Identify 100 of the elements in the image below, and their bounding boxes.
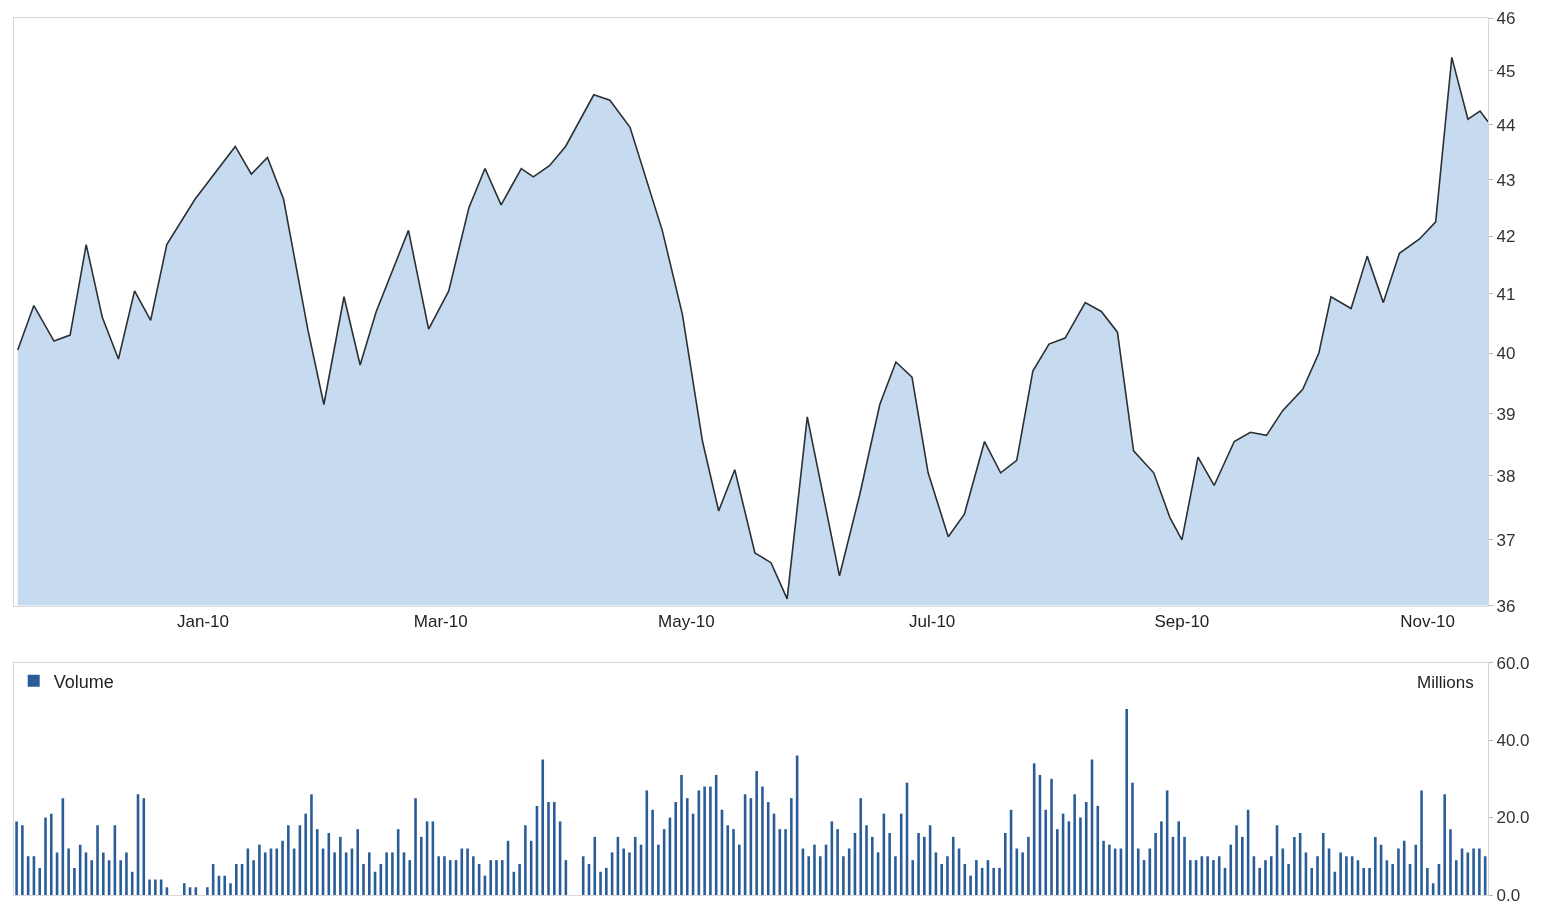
bar	[21, 825, 24, 895]
bar	[448, 860, 452, 895]
bar	[1362, 867, 1366, 895]
bar	[1206, 856, 1209, 895]
bar	[258, 844, 261, 895]
bar	[443, 856, 446, 895]
x-tick-label: Sep-10	[1154, 611, 1210, 631]
bar	[315, 829, 319, 895]
bar	[500, 860, 504, 895]
y-tick-label: 41	[1496, 284, 1516, 304]
bar	[599, 871, 602, 895]
bar	[362, 864, 365, 895]
bar	[1374, 836, 1377, 895]
bar	[778, 829, 782, 895]
bar	[1056, 829, 1059, 895]
bar	[709, 786, 712, 895]
bar	[1212, 860, 1215, 895]
bar	[1021, 852, 1024, 895]
bar	[1079, 817, 1082, 895]
bar	[1426, 867, 1429, 895]
bar	[917, 833, 920, 895]
bar	[1264, 860, 1267, 895]
bar	[356, 829, 360, 895]
bar	[894, 856, 897, 895]
y-tick-label: 44	[1496, 115, 1516, 135]
x-tick-label: Jan-10	[177, 611, 230, 631]
bar	[992, 867, 996, 895]
bar	[1188, 860, 1192, 895]
bar	[1241, 836, 1244, 895]
bar	[96, 825, 99, 895]
bar	[229, 883, 232, 895]
x-tick-label: Jul-10	[909, 611, 956, 631]
bar	[67, 848, 70, 895]
bar	[90, 860, 94, 895]
bar	[969, 875, 972, 895]
legend-label: Volume	[53, 671, 114, 692]
bar	[899, 813, 903, 895]
bar	[703, 786, 706, 895]
bar	[102, 852, 105, 895]
bar	[998, 867, 1001, 895]
bar	[287, 825, 290, 895]
bar	[472, 856, 475, 895]
y-tick-label: 40.0	[1496, 731, 1530, 751]
bar	[1287, 864, 1290, 895]
y-tick-label: 39	[1496, 404, 1516, 424]
bar	[784, 829, 787, 895]
bar	[1391, 864, 1394, 895]
bar	[593, 836, 597, 895]
bar	[870, 836, 874, 895]
bar	[125, 852, 128, 895]
bar	[1368, 867, 1371, 895]
bar	[911, 860, 915, 895]
bar	[1397, 848, 1400, 895]
bar	[339, 836, 342, 895]
bar	[1136, 848, 1140, 895]
bar	[790, 798, 793, 895]
bar	[437, 856, 440, 895]
bar	[1217, 856, 1221, 895]
bar	[1160, 821, 1163, 895]
y-tick-label: 46	[1496, 8, 1516, 28]
bar	[1027, 836, 1030, 895]
bar	[1183, 836, 1186, 895]
y-tick-label: 38	[1496, 466, 1516, 486]
bar	[223, 875, 227, 895]
bar	[1258, 867, 1261, 895]
bar	[628, 852, 631, 895]
bar	[674, 802, 678, 895]
bar	[552, 802, 556, 895]
bar	[940, 864, 943, 895]
bar	[651, 809, 654, 895]
bar	[755, 771, 758, 895]
bar	[489, 860, 492, 895]
y-tick-label: 45	[1496, 61, 1516, 81]
bar	[1003, 833, 1007, 895]
bar	[15, 821, 18, 895]
bar	[1108, 844, 1111, 895]
bar	[1073, 794, 1076, 895]
bar	[1316, 856, 1319, 895]
bar	[44, 817, 47, 895]
bar	[541, 759, 545, 895]
bar	[865, 825, 868, 895]
bar	[1096, 805, 1100, 895]
bar	[414, 798, 417, 895]
bar	[420, 836, 423, 895]
bar	[130, 871, 134, 895]
bar	[119, 860, 122, 895]
bar	[1229, 844, 1233, 895]
bar	[842, 856, 845, 895]
bar	[547, 802, 550, 895]
bar	[1044, 809, 1048, 895]
bar	[685, 798, 689, 895]
bar	[766, 802, 770, 895]
bar	[1154, 833, 1157, 895]
bar	[263, 852, 267, 895]
bar	[49, 813, 53, 895]
bar	[1084, 802, 1088, 895]
bar	[1269, 856, 1273, 895]
bar	[154, 879, 157, 895]
bar	[148, 879, 151, 895]
y-tick-label: 0.0	[1496, 885, 1521, 905]
